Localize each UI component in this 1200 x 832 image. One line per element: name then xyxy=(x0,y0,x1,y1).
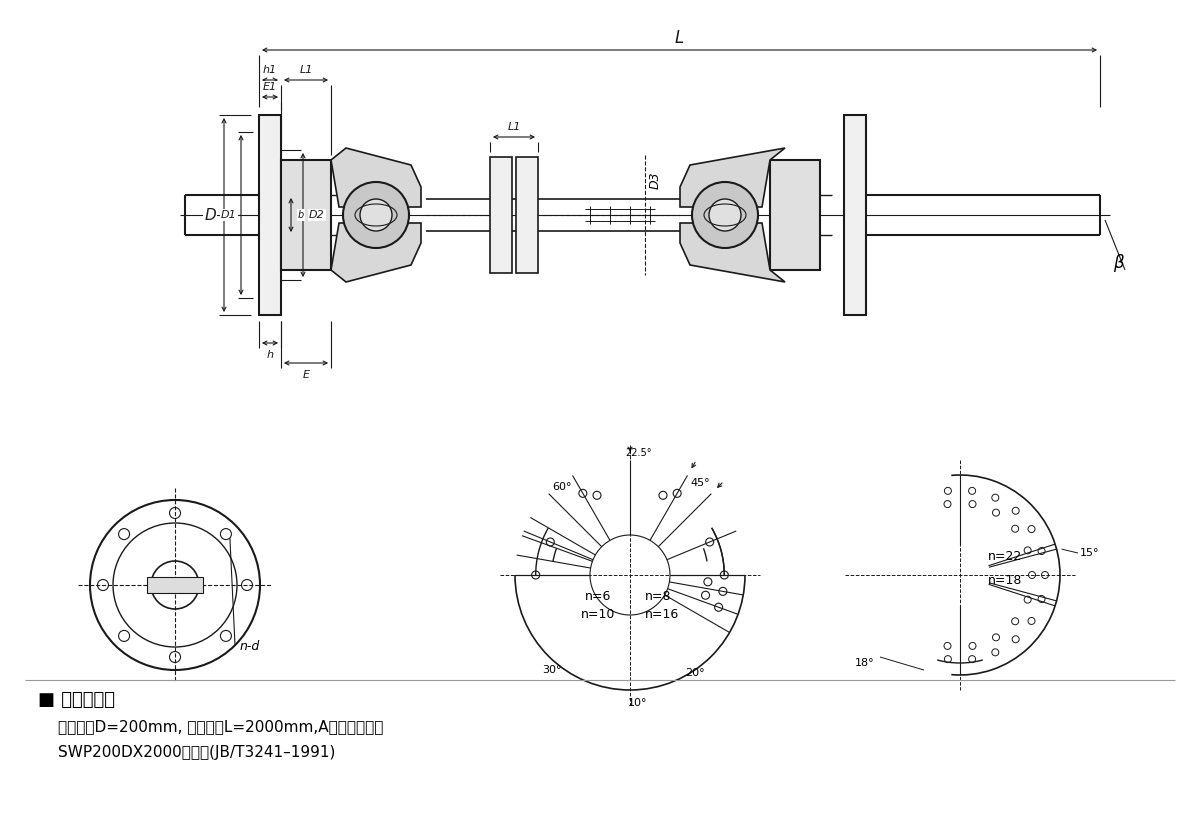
Text: L1: L1 xyxy=(299,65,313,75)
Text: n=22: n=22 xyxy=(988,551,1022,563)
Text: E1: E1 xyxy=(263,82,277,92)
Text: h1: h1 xyxy=(263,65,277,75)
Polygon shape xyxy=(331,223,421,282)
Text: h: h xyxy=(266,350,274,360)
Text: L1: L1 xyxy=(508,122,521,132)
Bar xyxy=(490,157,512,273)
Bar xyxy=(281,160,331,270)
Polygon shape xyxy=(331,148,421,207)
Text: D3: D3 xyxy=(648,171,661,189)
Text: 10°: 10° xyxy=(629,698,648,708)
Text: n-d: n-d xyxy=(240,641,260,653)
Text: n=10: n=10 xyxy=(581,608,616,622)
Text: 18°: 18° xyxy=(856,658,875,668)
Circle shape xyxy=(360,199,392,231)
Text: L: L xyxy=(674,29,684,47)
Text: SWP200DX2000联轴器(JB/T3241–1991): SWP200DX2000联轴器(JB/T3241–1991) xyxy=(58,745,335,760)
Text: β: β xyxy=(1112,254,1123,272)
Text: 30°: 30° xyxy=(542,665,562,675)
Text: D: D xyxy=(204,207,216,222)
Circle shape xyxy=(709,199,742,231)
Text: 20°: 20° xyxy=(685,668,704,678)
Bar xyxy=(844,115,866,315)
Text: ■ 标记示例：: ■ 标记示例： xyxy=(38,691,115,709)
Text: n=18: n=18 xyxy=(988,573,1022,587)
Text: E: E xyxy=(302,370,310,380)
Text: n=8: n=8 xyxy=(644,591,671,603)
Text: 回转直径D=200mm, 安装长度L=2000mm,A型万向联轴器: 回转直径D=200mm, 安装长度L=2000mm,A型万向联轴器 xyxy=(58,720,383,735)
Text: b: b xyxy=(298,210,304,220)
Text: 45°: 45° xyxy=(690,478,710,488)
Text: D2: D2 xyxy=(310,210,325,220)
Text: n=6: n=6 xyxy=(584,591,611,603)
Circle shape xyxy=(343,182,409,248)
Polygon shape xyxy=(680,223,785,282)
Bar xyxy=(516,157,538,273)
Text: 22.5°: 22.5° xyxy=(625,448,652,458)
Bar xyxy=(770,160,820,270)
Polygon shape xyxy=(680,148,785,207)
Bar xyxy=(148,577,203,593)
Text: 15°: 15° xyxy=(1080,548,1099,558)
Text: D1: D1 xyxy=(221,210,236,220)
Bar xyxy=(259,115,281,315)
Text: n=16: n=16 xyxy=(644,608,679,622)
Text: 60°: 60° xyxy=(552,482,571,492)
Circle shape xyxy=(692,182,758,248)
